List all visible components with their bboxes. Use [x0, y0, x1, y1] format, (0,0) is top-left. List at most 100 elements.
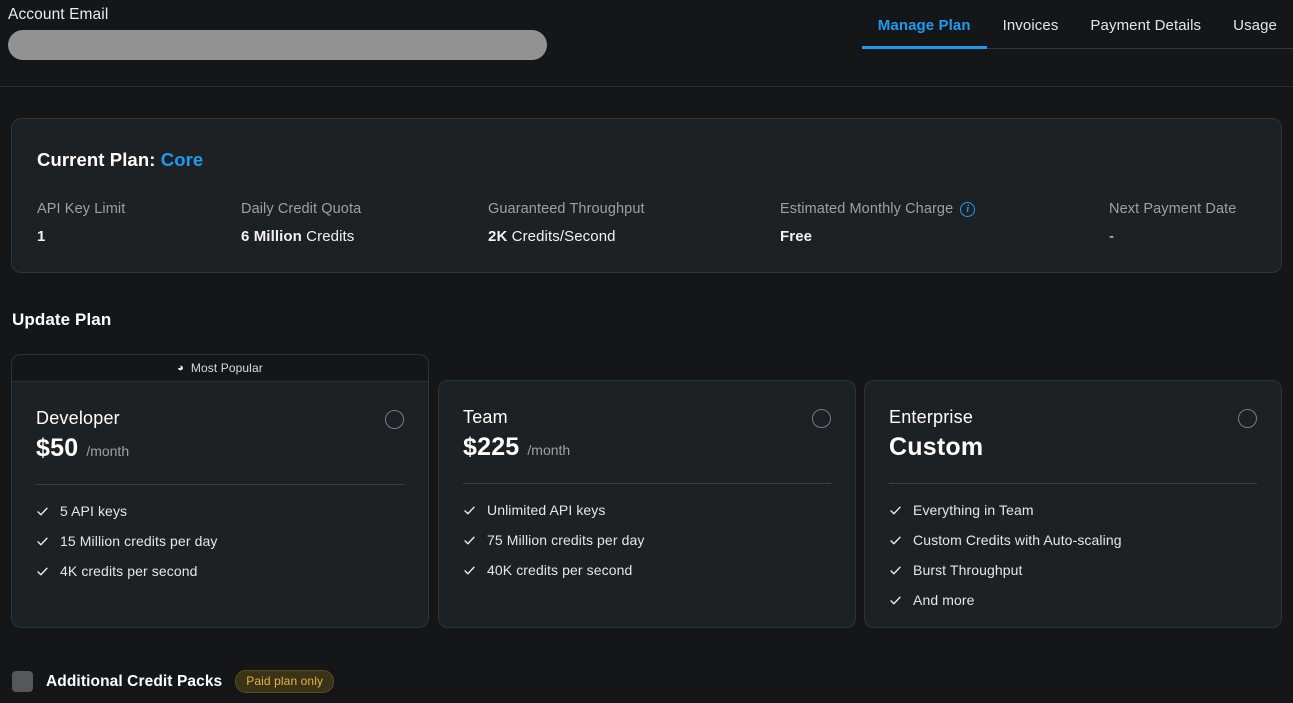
plan-price-row: Custom	[889, 433, 1257, 462]
plan-price-period: /month	[527, 442, 571, 458]
check-icon	[889, 564, 902, 577]
metric-daily-credit-quota: Daily Credit Quota 6 Million Credits	[241, 201, 488, 245]
current-plan-title: Current Plan: Core	[37, 149, 203, 171]
feature-label: Custom Credits with Auto-scaling	[913, 532, 1122, 548]
plan-title: Enterprise	[889, 407, 974, 427]
feature-item: 15 Million credits per day	[36, 533, 404, 549]
info-icon[interactable]: i	[960, 201, 976, 217]
most-popular-label: Most Popular	[190, 361, 263, 375]
feature-label: Unlimited API keys	[487, 502, 606, 518]
check-icon	[463, 564, 476, 577]
metric-label-row: Estimated Monthly Charge i	[780, 201, 1109, 217]
current-plan-name: Core	[160, 149, 204, 170]
check-icon	[36, 505, 49, 518]
current-plan-metrics: API Key Limit 1 Daily Credit Quota 6 Mil…	[37, 201, 1261, 245]
flame-icon: ◕	[177, 361, 184, 374]
most-popular-banner: ◕ Most Popular	[12, 355, 428, 382]
plan-features-enterprise: Everything in Team Custom Credits with A…	[889, 502, 1257, 608]
check-icon	[889, 594, 902, 607]
metric-value-rest: Credits	[301, 228, 355, 245]
account-email-input[interactable]	[8, 30, 547, 60]
feature-label: 5 API keys	[60, 503, 128, 519]
additional-credit-packs-checkbox[interactable]	[12, 671, 33, 692]
metric-value: 1	[37, 228, 241, 245]
metric-label: Guaranteed Throughput	[488, 201, 645, 217]
metric-label: Daily Credit Quota	[241, 201, 362, 217]
plan-divider	[36, 484, 404, 485]
plan-price-row: $225 /month	[463, 433, 831, 462]
plan-radio-developer[interactable]	[385, 410, 404, 429]
metric-next-payment-date: Next Payment Date -	[1109, 201, 1236, 245]
plan-divider	[889, 483, 1257, 484]
plan-features-developer: 5 API keys 15 Million credits per day 4K…	[36, 503, 404, 579]
plan-header-row: Team	[463, 407, 831, 428]
feature-item: 4K credits per second	[36, 563, 404, 579]
feature-label: 75 Million credits per day	[487, 532, 645, 548]
check-icon	[463, 534, 476, 547]
plan-radio-enterprise[interactable]	[1238, 409, 1257, 428]
metric-label: Estimated Monthly Charge	[780, 201, 954, 217]
metric-value: -	[1109, 228, 1236, 245]
account-email-label: Account Email	[8, 6, 109, 23]
current-plan-title-prefix: Current Plan:	[37, 149, 156, 170]
plan-header-row: Enterprise	[889, 407, 1257, 428]
metric-value: 2K Credits/Second	[488, 228, 780, 245]
feature-label: And more	[913, 592, 975, 608]
additional-credit-packs-label: Additional Credit Packs	[46, 672, 223, 690]
metric-label: API Key Limit	[37, 201, 126, 217]
check-icon	[889, 534, 902, 547]
metric-label: Next Payment Date	[1109, 201, 1237, 217]
plan-price: $225	[463, 433, 520, 461]
additional-credit-packs-row: Additional Credit Packs Paid plan only	[12, 670, 335, 693]
feature-label: Burst Throughput	[913, 562, 1023, 578]
plan-body: Developer $50 /month 5 API keys	[12, 382, 428, 579]
plan-price: $50	[36, 434, 79, 462]
tab-manage-plan[interactable]: Manage Plan	[861, 17, 987, 49]
feature-item: Burst Throughput	[889, 562, 1257, 578]
plan-price-period: /month	[86, 443, 130, 459]
feature-item: Unlimited API keys	[463, 502, 831, 518]
account-email-block: Account Email	[8, 6, 548, 60]
plan-header-row: Developer	[36, 408, 404, 429]
current-plan-card: Current Plan: Core API Key Limit 1 Daily…	[11, 118, 1282, 273]
metric-value: Free	[780, 228, 1109, 245]
metric-value: 6 Million Credits	[241, 228, 488, 245]
feature-label: Everything in Team	[913, 502, 1034, 518]
check-icon	[36, 565, 49, 578]
plan-card-enterprise[interactable]: Enterprise Custom Everything in Team	[864, 380, 1282, 628]
metric-value-strong: 2K	[488, 228, 508, 245]
metric-value-rest: Credits/Second	[507, 228, 616, 245]
metric-estimated-monthly-charge: Estimated Monthly Charge i Free	[780, 201, 1109, 245]
plan-title: Developer	[36, 408, 120, 428]
feature-label: 40K credits per second	[487, 562, 633, 578]
feature-item: 40K credits per second	[463, 562, 831, 578]
plan-divider	[463, 483, 831, 484]
feature-item: Everything in Team	[889, 502, 1257, 518]
feature-label: 15 Million credits per day	[60, 533, 218, 549]
plan-title: Team	[463, 407, 508, 427]
paid-plan-only-badge: Paid plan only	[235, 670, 335, 693]
feature-item: Custom Credits with Auto-scaling	[889, 532, 1257, 548]
metric-value-rest: -	[1109, 228, 1115, 245]
plan-card-team[interactable]: Team $225 /month Unlimited API keys	[438, 380, 856, 628]
plan-card-developer[interactable]: ◕ Most Popular Developer $50 /month 5 AP	[11, 354, 429, 628]
metric-value-strong: Free	[780, 228, 813, 245]
update-plan-heading: Update Plan	[12, 310, 112, 329]
tab-invoices[interactable]: Invoices	[1002, 17, 1059, 34]
metric-value-strong: 1	[37, 228, 46, 245]
main-tabs: Manage Plan Invoices Payment Details Usa…	[861, 17, 1293, 49]
tab-payment-details[interactable]: Payment Details	[1090, 17, 1202, 34]
metric-value-strong: 6 Million	[241, 228, 302, 245]
plan-body: Team $225 /month Unlimited API keys	[439, 381, 855, 578]
plan-price-row: $50 /month	[36, 434, 404, 463]
feature-item: And more	[889, 592, 1257, 608]
feature-item: 75 Million credits per day	[463, 532, 831, 548]
plan-features-team: Unlimited API keys 75 Million credits pe…	[463, 502, 831, 578]
plan-body: Enterprise Custom Everything in Team	[865, 381, 1281, 608]
page-header: Account Email Manage Plan Invoices Payme…	[0, 0, 1293, 87]
tab-usage[interactable]: Usage	[1233, 17, 1277, 34]
plan-radio-team[interactable]	[812, 409, 831, 428]
feature-label: 4K credits per second	[60, 563, 198, 579]
plan-price: Custom	[889, 433, 984, 461]
feature-item: 5 API keys	[36, 503, 404, 519]
